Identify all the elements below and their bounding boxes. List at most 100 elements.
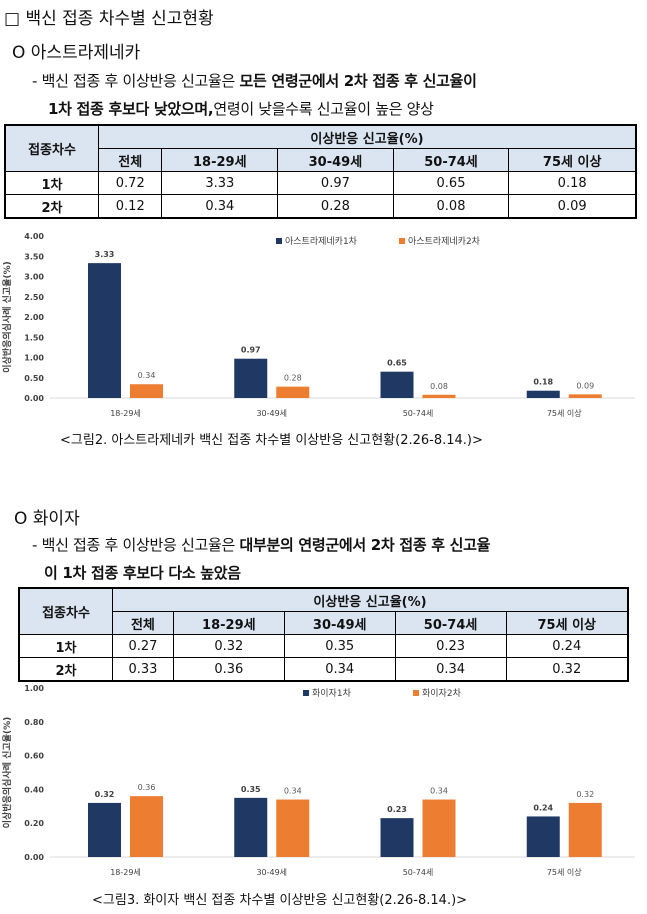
data-label: 0.65 bbox=[387, 359, 407, 368]
pf-description-line2: 이 1차 접종 후보다 다소 높았음 bbox=[44, 562, 241, 583]
pf-heading: O 화이자 bbox=[14, 509, 80, 529]
pf-line1-bold: 대부분의 연령군에서 2차 접종 후 신고율 bbox=[239, 536, 491, 554]
legend-label: 아스트라제네카2차 bbox=[408, 235, 481, 247]
table-cell: 0.28 bbox=[277, 194, 394, 219]
pf-line1-prefix: - 백신 접종 후 이상반응 신고율은 bbox=[32, 536, 240, 554]
y-tick-label: 0.50 bbox=[24, 374, 44, 383]
pf-bar-chart: 0.00 0.20 0.40 0.60 0.80 1.00 이상반응의심사례 신고율(%) 0… bbox=[1, 684, 635, 877]
az-heading: O 아스트라제네카 bbox=[12, 43, 141, 63]
pf-col-header: 30-49세 bbox=[283, 611, 396, 635]
pf-rate-table: 접종차수 이상반응 신고율(%) 전체 18-29세 30-49세 50-74세… bbox=[18, 587, 629, 682]
table-row: 2차 0.12 0.34 0.28 0.08 0.09 bbox=[4, 194, 637, 219]
data-label: 0.34 bbox=[284, 787, 302, 796]
bar-series2 bbox=[568, 394, 602, 398]
table-cell: 0.72 bbox=[97, 171, 163, 195]
y-tick-label: 1.00 bbox=[24, 684, 44, 693]
az-col-header: 18-29세 bbox=[161, 148, 279, 172]
pf-col-header: 18-29세 bbox=[172, 611, 285, 635]
y-tick-label: 0.80 bbox=[24, 718, 44, 727]
az-line2-rest: 연령이 낮을수록 신고율이 높은 양상 bbox=[213, 100, 434, 118]
bar-series2 bbox=[276, 386, 310, 398]
data-label: 0.32 bbox=[576, 790, 594, 799]
y-tick-label: 0.00 bbox=[24, 853, 44, 862]
table-cell: 0.09 bbox=[508, 194, 637, 219]
table-cell: 0.34 bbox=[161, 194, 279, 219]
table-cell: 0.12 bbox=[97, 194, 163, 219]
az-col-header: 75세 이상 bbox=[508, 148, 637, 172]
legend-label: 화이자1차 bbox=[312, 687, 352, 699]
table-cell: 3.33 bbox=[161, 171, 279, 195]
row-label: 2차 bbox=[18, 657, 113, 682]
bar-series2 bbox=[422, 799, 456, 857]
data-label: 0.32 bbox=[95, 790, 115, 799]
az-group-header: 이상반응 신고율(%) bbox=[98, 124, 637, 149]
pf-col-header: 75세 이상 bbox=[505, 611, 629, 635]
bar-series1 bbox=[526, 390, 560, 398]
row-label: 1차 bbox=[4, 171, 99, 195]
table-cell: 0.24 bbox=[505, 634, 629, 658]
x-tick-label: 30-49세 bbox=[256, 868, 287, 877]
legend-swatch bbox=[413, 690, 419, 696]
y-tick-label: 0.40 bbox=[24, 785, 44, 794]
row-label: 1차 bbox=[18, 634, 113, 658]
az-line1-bold: 모든 연령군에서 2차 접종 후 신고율이 bbox=[239, 72, 477, 90]
legend-swatch bbox=[276, 238, 282, 244]
data-label: 0.34 bbox=[430, 787, 448, 796]
bar-series1 bbox=[234, 797, 268, 857]
x-tick-label: 18-29세 bbox=[110, 409, 141, 418]
bar-series2 bbox=[568, 802, 602, 857]
x-tick-label: 30-49세 bbox=[256, 409, 287, 418]
table-cell: 0.65 bbox=[392, 171, 510, 195]
bar-series2 bbox=[276, 799, 310, 857]
az-row-header: 접종차수 bbox=[4, 124, 99, 172]
table-cell: 0.33 bbox=[112, 657, 174, 682]
y-tick-label: 0.20 bbox=[24, 819, 44, 828]
y-tick-label: 2.50 bbox=[24, 293, 44, 302]
az-line2-bold: 1차 접종 후보다 낮았으며, bbox=[48, 100, 214, 118]
table-cell: 0.08 bbox=[392, 194, 510, 219]
data-label: 0.28 bbox=[284, 374, 302, 383]
az-bar-chart: 0.00 0.50 1.00 1.50 2.00 2.50 3.00 3.50 4.00 이상반응… bbox=[1, 232, 635, 418]
y-tick-label: 1.00 bbox=[24, 354, 44, 363]
y-tick-label: 1.50 bbox=[24, 333, 44, 342]
table-row: 1차 0.72 3.33 0.97 0.65 0.18 bbox=[4, 171, 637, 195]
data-label: 0.97 bbox=[241, 346, 261, 355]
x-tick-label: 75세 이상 bbox=[547, 408, 582, 418]
data-label: 0.23 bbox=[387, 805, 407, 814]
x-tick-label: 50-74세 bbox=[403, 409, 434, 418]
bar-series2 bbox=[422, 394, 456, 398]
bar-series2 bbox=[130, 384, 163, 398]
table-row: 2차 0.33 0.36 0.34 0.34 0.32 bbox=[18, 657, 629, 682]
table-cell: 0.34 bbox=[394, 657, 507, 682]
legend-label: 화이자2차 bbox=[422, 687, 462, 699]
table-cell: 0.18 bbox=[508, 171, 637, 195]
data-label: 0.09 bbox=[576, 381, 594, 390]
pf-figure-caption: <그림3. 화이자 백신 접종 차수별 이상반응 신고현황(2.26-8.14.… bbox=[92, 893, 468, 908]
y-tick-label: 0.00 bbox=[24, 394, 44, 403]
az-col-header: 50-74세 bbox=[392, 148, 510, 172]
az-col-header: 30-49세 bbox=[277, 148, 394, 172]
y-axis-label: 이상반응의심사례 신고율(%) bbox=[1, 261, 13, 372]
data-label: 0.24 bbox=[533, 803, 553, 812]
y-tick-label: 4.00 bbox=[24, 232, 44, 241]
az-col-header: 전체 bbox=[97, 148, 163, 172]
bar-series2 bbox=[130, 796, 163, 857]
bar-series1 bbox=[88, 263, 121, 398]
table-cell: 0.35 bbox=[283, 634, 396, 658]
az-figure-caption: <그림2. 아스트라제네카 백신 접종 차수별 이상반응 신고현황(2.26-8… bbox=[60, 433, 483, 448]
bar-series1 bbox=[88, 802, 121, 857]
table-cell: 0.36 bbox=[172, 657, 285, 682]
az-description-line1: - 백신 접종 후 이상반응 신고율은 모든 연령군에서 2차 접종 후 신고율… bbox=[32, 70, 477, 91]
legend-label: 아스트라제네카1차 bbox=[285, 235, 358, 247]
x-tick-label: 75세 이상 bbox=[547, 867, 582, 877]
y-tick-label: 0.60 bbox=[24, 752, 44, 761]
bar-series1 bbox=[526, 816, 560, 857]
data-label: 0.18 bbox=[533, 378, 553, 387]
table-cell: 0.27 bbox=[112, 634, 174, 658]
az-line1-prefix: - 백신 접종 후 이상반응 신고율은 bbox=[32, 72, 240, 90]
data-label: 0.36 bbox=[138, 783, 156, 792]
data-label: 0.08 bbox=[430, 382, 448, 391]
data-label: 3.33 bbox=[95, 250, 115, 259]
az-description-line2: 1차 접종 후보다 낮았으며,연령이 낮을수록 신고율이 높은 양상 bbox=[48, 98, 434, 119]
az-rate-table: 접종차수 이상반응 신고율(%) 전체 18-29세 30-49세 50-74세… bbox=[4, 124, 637, 219]
